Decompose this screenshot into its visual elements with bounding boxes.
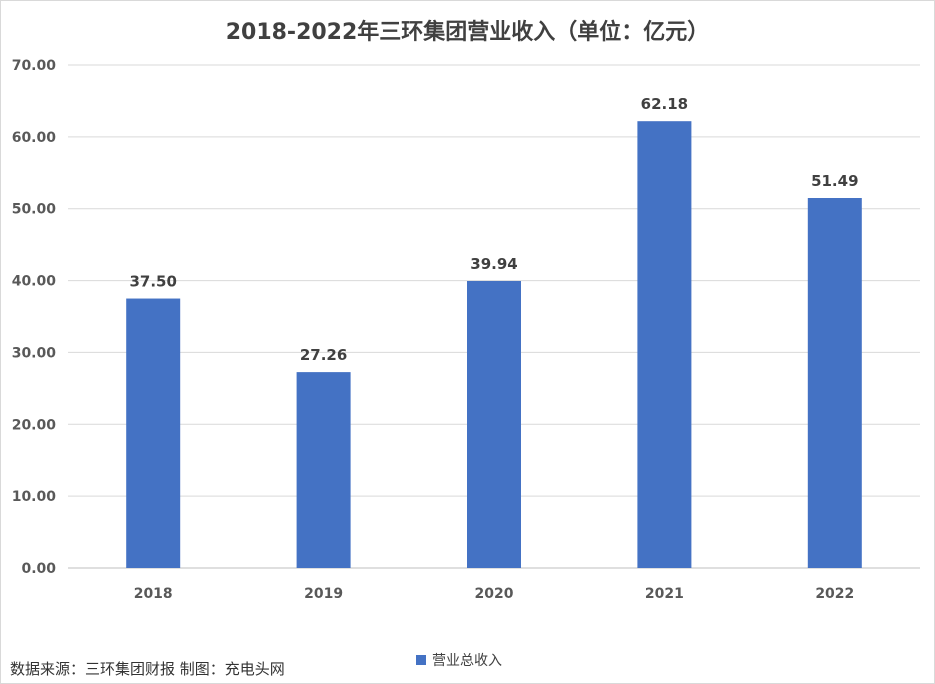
bar-2022: [807, 198, 862, 568]
data-label: 62.18: [641, 95, 688, 113]
legend-label: 营业总收入: [432, 653, 502, 669]
bar-2018: [126, 298, 181, 568]
data-label: 51.49: [811, 172, 858, 190]
y-tick-label: 60.00: [12, 130, 57, 146]
x-tick-label: 2020: [475, 586, 514, 602]
bar-2020: [467, 281, 521, 568]
data-label: 39.94: [470, 255, 517, 273]
x-tick-label: 2018: [134, 586, 173, 602]
y-tick-label: 10.00: [12, 489, 57, 505]
y-tick-label: 20.00: [12, 417, 57, 433]
y-tick-label: 40.00: [12, 274, 57, 290]
source-note: 数据来源：三环集团财报 制图：充电头网: [10, 660, 285, 678]
bar-2021: [637, 121, 692, 568]
x-tick-label: 2019: [304, 586, 343, 602]
data-label: 37.50: [129, 273, 176, 291]
y-tick-label: 0.00: [21, 561, 56, 577]
y-tick-label: 70.00: [12, 58, 57, 74]
x-tick-label: 2022: [815, 586, 854, 602]
legend-swatch: [416, 655, 426, 665]
legend: 营业总收入: [416, 650, 502, 670]
data-label: 27.26: [300, 346, 347, 364]
y-tick-label: 50.00: [12, 202, 57, 218]
bar-2019: [296, 372, 351, 568]
x-tick-label: 2021: [645, 586, 684, 602]
chart-title: 2018-2022年三环集团营业收入（单位：亿元）: [225, 20, 710, 45]
y-tick-label: 30.00: [12, 345, 57, 361]
